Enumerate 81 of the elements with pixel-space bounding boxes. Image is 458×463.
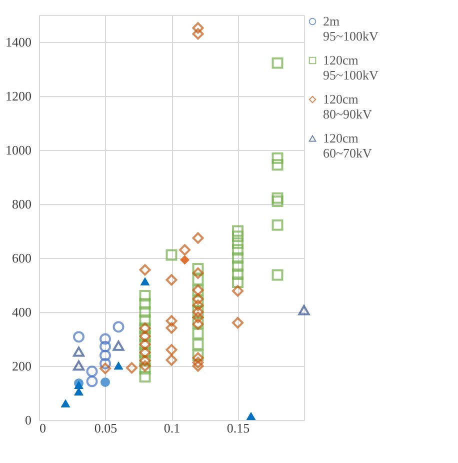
point [73, 346, 84, 357]
point [272, 219, 284, 231]
point [246, 412, 256, 420]
point [232, 276, 244, 288]
point [192, 352, 204, 364]
point [100, 340, 111, 352]
point [73, 360, 84, 371]
point [100, 358, 111, 370]
point [100, 362, 111, 374]
point [86, 366, 98, 378]
point [114, 361, 124, 370]
point [272, 152, 284, 164]
y-tick-label: 600 [12, 250, 32, 266]
point [232, 285, 244, 297]
point [166, 344, 178, 356]
point [100, 333, 111, 345]
point [73, 331, 84, 343]
point [232, 268, 244, 280]
point [232, 230, 244, 242]
point [298, 305, 310, 316]
point [232, 244, 244, 256]
legend-label: 120cm 95~100kV [323, 52, 380, 82]
point [192, 338, 204, 350]
point [192, 312, 204, 324]
point [192, 22, 204, 34]
point [272, 269, 284, 281]
point [166, 274, 178, 286]
x-tick-label: 0.15 [226, 420, 250, 436]
point [232, 225, 244, 237]
y-tick-label: 1400 [6, 34, 32, 50]
legend-label: 120cm 80~90kV [323, 92, 373, 122]
point [232, 317, 244, 329]
point [139, 290, 151, 302]
x-tick-label: 0.1 [164, 420, 180, 436]
point [139, 298, 151, 310]
x-tick-label: 0 [40, 420, 46, 436]
point [112, 321, 124, 333]
point [192, 274, 204, 286]
point [166, 354, 178, 366]
point [192, 360, 204, 372]
legend-label: 120cm 60~70kV [323, 130, 373, 160]
legend-label: 2m 95~100kV [323, 14, 380, 44]
point [192, 232, 204, 244]
y-tick-label: 1200 [6, 88, 32, 104]
point [139, 371, 151, 383]
point [232, 260, 244, 272]
point [192, 356, 204, 368]
point [139, 314, 151, 326]
point [192, 263, 204, 275]
point [180, 255, 190, 265]
point [179, 244, 190, 256]
point [232, 252, 244, 264]
point [60, 399, 70, 408]
point [140, 277, 150, 286]
point [139, 362, 151, 374]
point [192, 349, 204, 361]
point [232, 237, 244, 249]
point [272, 57, 284, 69]
point [192, 328, 204, 340]
point [166, 322, 178, 334]
point [272, 196, 284, 208]
point [192, 300, 204, 311]
point [166, 249, 178, 261]
point [139, 306, 151, 318]
point [166, 315, 178, 327]
point [126, 362, 138, 374]
point [100, 350, 111, 362]
y-tick-label: 200 [12, 358, 32, 374]
point [112, 340, 124, 351]
y-tick-label: 400 [12, 304, 32, 320]
point [192, 267, 204, 279]
point [272, 159, 284, 171]
point [100, 377, 110, 387]
x-tick-label: 0.05 [94, 420, 118, 436]
point [272, 192, 284, 204]
y-tick-label: 1000 [6, 142, 32, 158]
point [86, 376, 98, 388]
point [139, 360, 151, 372]
point [139, 264, 151, 276]
y-tick-label: 800 [12, 196, 32, 212]
point [192, 28, 204, 40]
